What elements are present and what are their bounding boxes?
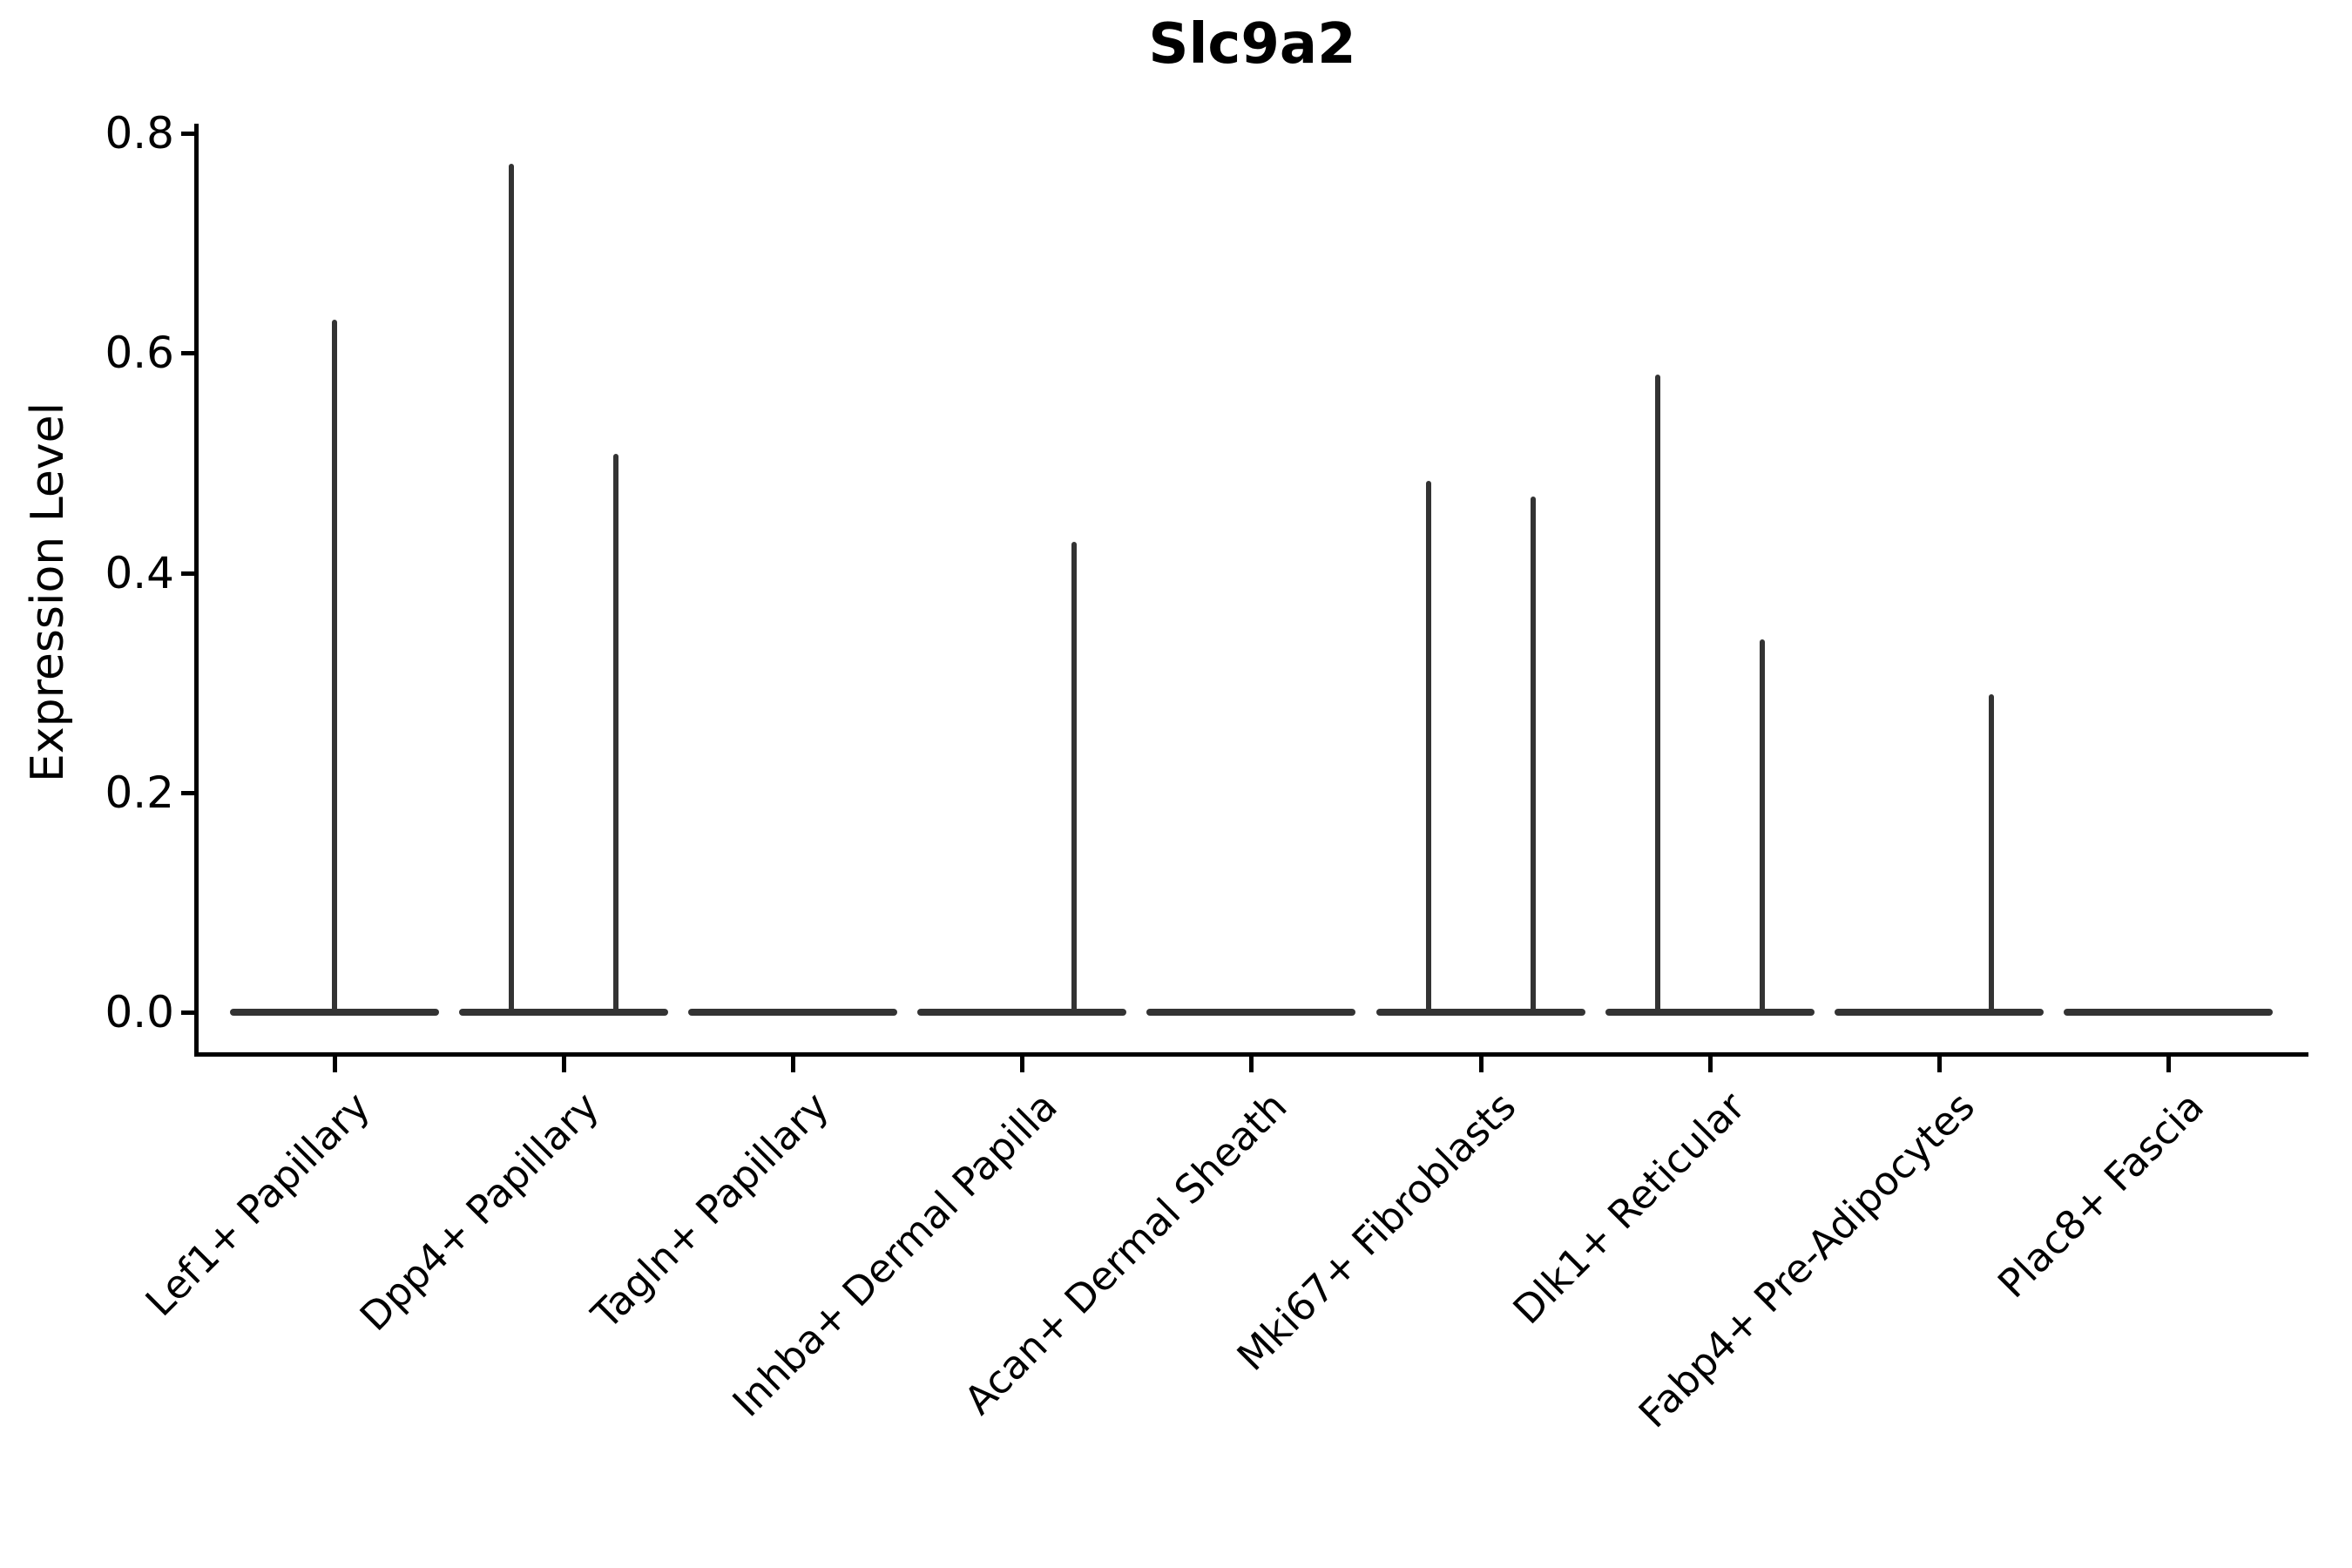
x-tick-mark (1707, 1057, 1713, 1072)
violin-spike (332, 320, 337, 1014)
violin-base (459, 1009, 669, 1016)
violin-spike (509, 164, 515, 1014)
violin-spike (613, 454, 619, 1014)
y-tick-mark (181, 132, 194, 136)
violin-spike (1071, 542, 1078, 1014)
y-tick-mark (181, 571, 194, 576)
violin-spike (1759, 639, 1765, 1014)
x-tick-mark (562, 1057, 567, 1072)
x-tick-mark (791, 1057, 796, 1072)
violin-spike (1530, 497, 1536, 1014)
y-tick-label: 0.0 (105, 987, 174, 1037)
chart-title: Slc9a2 (1148, 12, 1356, 77)
x-tick-mark (333, 1057, 337, 1072)
violin-spike (1425, 480, 1431, 1014)
violin-base (1146, 1009, 1356, 1016)
y-tick-mark (181, 790, 194, 795)
x-axis-spine (194, 1052, 2308, 1057)
x-tick-label: Tagln+ Papillary (582, 1083, 837, 1338)
violin-base (688, 1009, 898, 1016)
violin-base (1834, 1009, 2044, 1016)
x-tick-mark (1936, 1057, 1942, 1072)
violin-spike (1988, 694, 1994, 1014)
violin-spike (1654, 375, 1660, 1014)
x-tick-label: Dlk1+ Reticular (1504, 1083, 1754, 1334)
violin-base (1375, 1009, 1585, 1016)
y-tick-label: 0.2 (105, 767, 174, 818)
y-tick-mark (181, 1010, 194, 1015)
y-tick-label: 0.4 (105, 547, 174, 598)
y-axis-spine (194, 124, 199, 1057)
violin-base (2063, 1009, 2273, 1016)
violin-base (917, 1009, 1127, 1016)
violin-base (1605, 1009, 1815, 1016)
x-tick-mark (1020, 1057, 1025, 1072)
x-tick-label: Plac8+ Fascia (1988, 1083, 2213, 1308)
x-tick-mark (2166, 1057, 2171, 1072)
y-tick-label: 0.6 (105, 328, 174, 379)
y-tick-label: 0.8 (105, 108, 174, 159)
y-tick-mark (181, 351, 194, 356)
x-tick-mark (1249, 1057, 1254, 1072)
x-tick-mark (1478, 1057, 1484, 1072)
x-tick-label: Dpp4+ Papillary (351, 1083, 608, 1341)
x-tick-label: Lef1+ Papillary (136, 1083, 379, 1326)
